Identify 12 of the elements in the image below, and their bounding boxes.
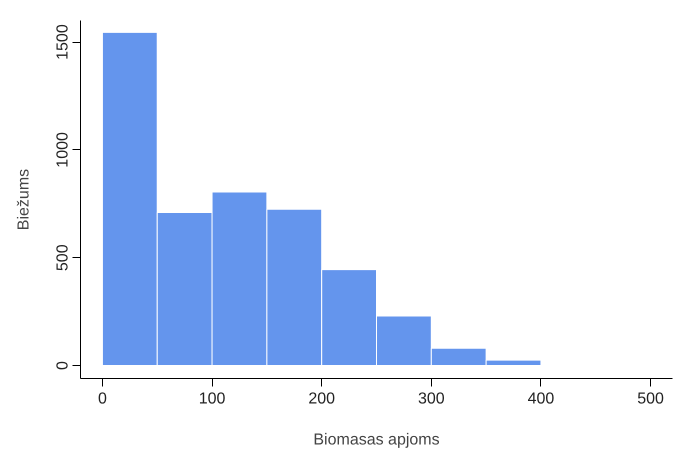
x-tick-label: 100	[198, 390, 226, 408]
y-tick-label: 0	[54, 361, 72, 370]
y-tick-label: 500	[54, 244, 72, 272]
y-axis-title: Biežums	[16, 168, 32, 230]
x-tick-label: 0	[98, 390, 107, 408]
x-axis-title: Biomasas apjoms	[313, 432, 440, 448]
y-tick-label: 1000	[54, 132, 72, 168]
x-tick-label: 200	[308, 390, 336, 408]
x-tick-label: 400	[528, 390, 554, 408]
x-tick-label: 500	[637, 390, 664, 408]
x-tick-label: 300	[418, 390, 445, 408]
y-tick-label: 1500	[54, 24, 72, 60]
